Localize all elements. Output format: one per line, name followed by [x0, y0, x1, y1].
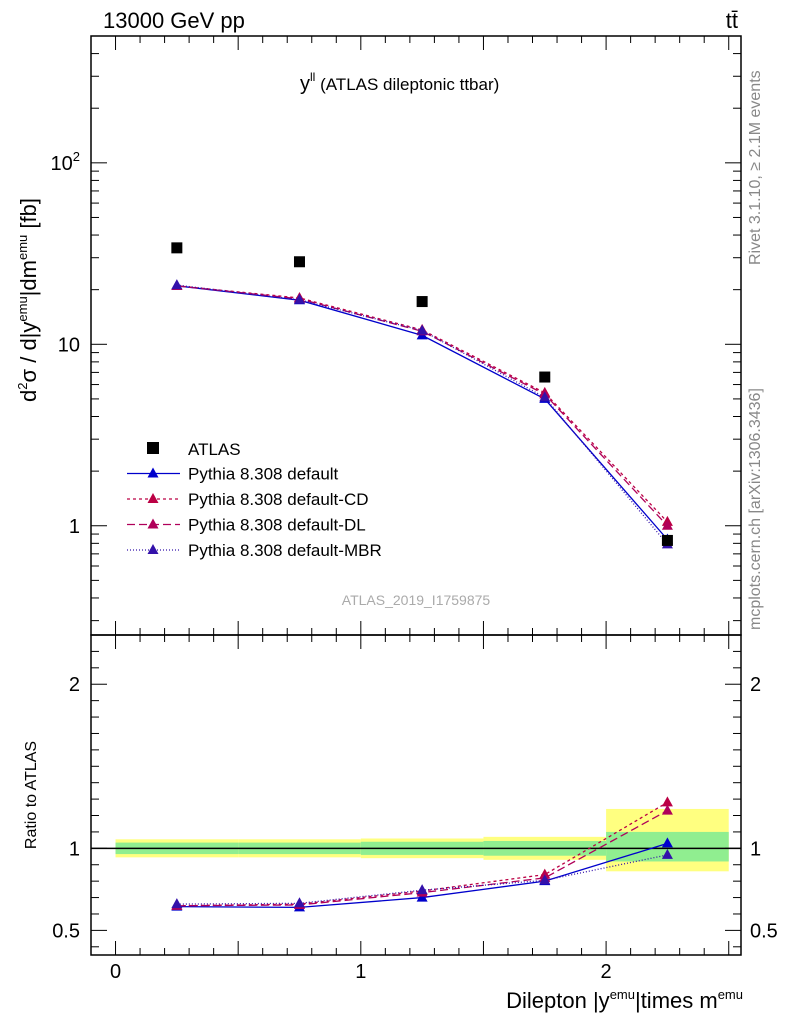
- legend-label-2: Pythia 8.308 default-DL: [188, 516, 366, 535]
- title-sup: ll: [310, 70, 315, 84]
- mcplots-label: mcplots.cern.ch [arXiv:1306.3436]: [747, 388, 764, 630]
- x-axis-label: Dilepton |yemu|times memu: [506, 987, 743, 1013]
- ratio-point-1-4: [661, 796, 673, 807]
- main-series-line-2: [176, 285, 668, 527]
- legend-marker-3: [147, 544, 159, 554]
- process-label: tt̄: [726, 8, 738, 33]
- main-y-tick-label: 102: [51, 149, 80, 175]
- data-point-4: [661, 534, 673, 546]
- main-point-3-2: [416, 324, 428, 335]
- ratio-y-tick-label-right: 1: [750, 838, 761, 860]
- legend-label-1: Pythia 8.308 default-CD: [188, 490, 369, 509]
- main-y-tick-label: 1: [69, 516, 80, 538]
- ratio-point-2-4: [661, 804, 673, 815]
- ratio-y-tick-label-right: 2: [750, 674, 761, 696]
- legend-marker-data: [147, 442, 159, 454]
- ratio-frame: [90, 634, 742, 956]
- ratio-y-tick-label-left: 0.5: [52, 920, 80, 942]
- x-tick-label: 0: [110, 961, 121, 983]
- ratio-series-line-3: [176, 854, 668, 905]
- legend-label-0: Pythia 8.308 default: [188, 465, 339, 484]
- data-point-3: [539, 371, 551, 383]
- ratio-plot: [171, 796, 673, 912]
- ratio-point-3-2: [416, 884, 428, 895]
- ratio-point-3-0: [171, 898, 183, 909]
- data-point-0: [171, 242, 183, 254]
- main-plot: [171, 242, 673, 549]
- legend-marker-0: [147, 467, 159, 478]
- ratio-point-3-1: [293, 897, 305, 908]
- rivet-label: Rivet 3.1.10, ≥ 2.1M events: [747, 70, 764, 265]
- main-point-3-0: [171, 279, 183, 290]
- plot-title: yll (ATLAS dileptonic ttbar): [300, 70, 499, 95]
- legend-label-data: ATLAS: [188, 440, 241, 459]
- x-tick-label: 2: [601, 961, 612, 983]
- legend-marker-1: [147, 493, 159, 503]
- legend-label-3: Pythia 8.308 default-MBR: [188, 541, 382, 560]
- analysis-id: ATLAS_2019_I1759875: [342, 592, 491, 608]
- main-point-3-3: [539, 391, 551, 402]
- x-tick-label: 1: [355, 961, 366, 983]
- energy-label: 13000 GeV pp: [103, 8, 245, 33]
- title-main: y: [300, 73, 310, 95]
- main-y-tick-label: 10: [58, 334, 80, 356]
- ratio-y-tick-label-left: 2: [69, 674, 80, 696]
- data-point-1: [293, 256, 305, 268]
- legend: ATLAS Pythia 8.308 default Pythia 8.308 de…: [127, 440, 382, 560]
- ratio-point-3-4: [661, 848, 673, 859]
- ratio-y-axis-label: Ratio to ATLAS: [23, 741, 40, 849]
- main-point-2-4: [661, 519, 673, 530]
- ratio-uncertainty-bands: [91, 808, 741, 872]
- data-point-2: [416, 296, 428, 308]
- ratio-y-tick-label-left: 1: [69, 838, 80, 860]
- ratio-y-tick-label-right: 0.5: [750, 920, 778, 942]
- main-y-axis-label: d2σ / d|yemu|dmemu [fb]: [15, 198, 41, 402]
- title-rest: (ATLAS dileptonic ttbar): [315, 75, 499, 94]
- main-point-3-1: [293, 293, 305, 304]
- ratio-point-0-4: [661, 837, 673, 848]
- main-series-line-1: [176, 285, 668, 523]
- axes: 0 1 2 1 10 102 0.5 0.5 1 1 2 2: [51, 35, 778, 983]
- legend-marker-2: [147, 518, 159, 529]
- ratio-point-3-3: [539, 874, 551, 885]
